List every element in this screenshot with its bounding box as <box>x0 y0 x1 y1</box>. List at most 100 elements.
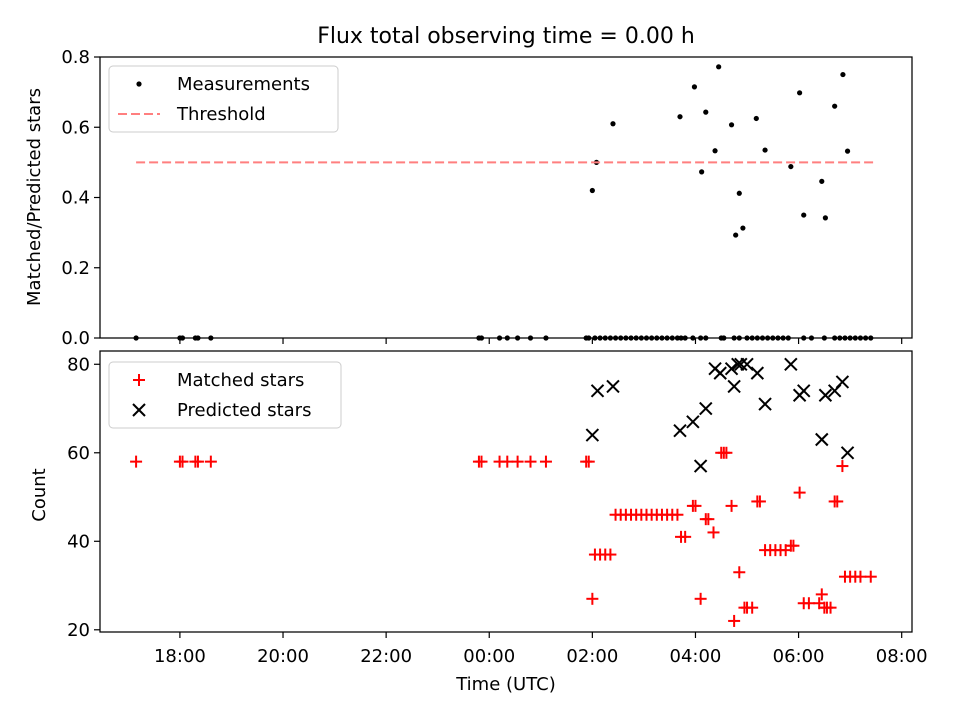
predicted-stars-point <box>713 366 727 380</box>
predicted-stars-point <box>815 432 829 447</box>
predicted-stars-point <box>590 384 605 398</box>
matched-stars-point <box>815 588 828 601</box>
figure-title: Flux total observing time = 0.00 h <box>317 24 695 49</box>
bottom-y-ticks: 20 40 60 80 <box>67 354 100 641</box>
bottom-y-axis-label: Count <box>29 468 50 521</box>
predicted-stars-point <box>693 459 708 473</box>
bottom-legend-box <box>108 361 342 429</box>
measurements-point <box>801 212 807 218</box>
matched-stars-point <box>787 539 800 552</box>
bottom-y-tick-label: 80 <box>67 354 90 375</box>
matched-stars-point <box>679 530 692 543</box>
top-x-ticks <box>179 338 903 344</box>
matched-stars-point <box>511 455 524 468</box>
measurements-point <box>797 90 803 96</box>
predicted-stars-point <box>840 446 855 460</box>
measurements-point <box>691 84 698 90</box>
matched-stars-point <box>793 486 806 499</box>
bottom-y-tick-label: 60 <box>67 443 90 464</box>
predicted-stars-point <box>606 379 620 394</box>
matched-stars-point <box>176 455 189 468</box>
measurements-point <box>716 64 722 70</box>
bottom-y-tick-label: 40 <box>67 531 90 552</box>
matched-stars-point <box>582 455 595 468</box>
matched-stars-point <box>746 601 759 614</box>
legend-threshold-label: Threshold <box>176 104 266 125</box>
matched-stars-point <box>854 570 867 583</box>
x-tick-label: 08:00 <box>876 646 928 667</box>
predicted-stars-point <box>750 366 765 380</box>
matched-stars-point <box>204 455 217 468</box>
measurements-point <box>740 225 746 231</box>
top-y-tick-label: 0.2 <box>61 258 90 279</box>
top-y-ticks: 0.0 0.2 0.4 0.6 0.8 <box>61 47 100 349</box>
predicted-stars-point <box>784 357 798 371</box>
measurements-point <box>589 187 595 194</box>
measurements-point <box>703 109 709 115</box>
x-tick-label: 06:00 <box>773 646 825 667</box>
matched-stars-point <box>689 499 702 512</box>
legend-matched-marker <box>133 374 145 386</box>
measurements-point <box>712 148 718 154</box>
matched-stars-point <box>671 508 684 521</box>
measurements-point <box>844 148 851 154</box>
measurements-point <box>822 215 828 221</box>
matched-stars-point <box>864 570 877 583</box>
matched-stars-point <box>524 455 537 468</box>
top-y-tick-label: 0.8 <box>61 47 90 68</box>
bottom-panel: 20 40 60 80 18:00 20:00 22:00 00:00 02:00 04:00 0… <box>29 350 928 695</box>
x-tick-label: 22:00 <box>360 646 412 667</box>
measurements-point <box>840 71 846 78</box>
predicted-stars-point <box>673 423 687 438</box>
top-y-axis-label: Matched/Predicted stars <box>24 88 45 306</box>
bottom-legend: Matched stars Predicted stars <box>108 361 342 429</box>
legend-measurements-label: Measurements <box>177 74 310 95</box>
measurements-point <box>728 122 735 128</box>
bottom-axes-frame <box>99 350 913 633</box>
matched-stars-point <box>191 455 204 468</box>
predicted-stars-point <box>699 401 713 416</box>
legend-predicted-marker <box>132 403 146 417</box>
top-legend: Measurements Threshold <box>108 65 339 133</box>
measurements-point <box>788 163 794 170</box>
predicted-stars-point <box>740 357 754 371</box>
measurements-point <box>677 114 683 120</box>
x-tick-label: 00:00 <box>463 646 515 667</box>
legend-measurements-marker <box>136 81 142 87</box>
top-y-tick-label: 0.4 <box>61 188 90 209</box>
predicted-stars-point <box>797 384 811 398</box>
bottom-plot-area <box>130 357 877 627</box>
x-tick-label: 18:00 <box>154 646 206 667</box>
matched-stars-point <box>836 460 849 473</box>
measurements-point <box>753 115 759 122</box>
top-y-tick-label: 0.6 <box>61 117 90 138</box>
legend-matched-label: Matched stars <box>177 370 304 391</box>
matched-stars-point <box>707 526 720 539</box>
measurements-point <box>733 232 739 238</box>
matched-stars-point <box>694 592 707 605</box>
matched-stars-point <box>733 566 746 579</box>
top-plot-area <box>133 64 874 341</box>
measurements-point <box>762 147 768 153</box>
predicted-stars-point <box>724 361 739 376</box>
measurements-point <box>736 190 742 196</box>
top-y-tick-label: 0.0 <box>61 328 90 349</box>
matched-stars-point <box>831 495 844 508</box>
legend-predicted-label: Predicted stars <box>177 400 311 421</box>
matched-stars-point <box>720 446 733 459</box>
matched-stars-point <box>475 455 488 468</box>
matched-stars-point <box>725 499 738 512</box>
predicted-stars-point <box>727 379 741 394</box>
predicted-stars-point <box>758 397 772 411</box>
measurements-point <box>699 169 705 175</box>
matched-stars-point <box>728 614 741 627</box>
matched-stars-point <box>586 592 599 605</box>
matched-stars-point <box>824 601 837 614</box>
x-tick-label: 04:00 <box>670 646 722 667</box>
bottom-x-ticks: 18:00 20:00 22:00 00:00 02:00 04:00 06:00 08:00 <box>154 632 928 667</box>
x-tick-label: 20:00 <box>257 646 309 667</box>
matched-stars-point <box>501 455 514 468</box>
predicted-stars-point <box>835 375 850 389</box>
bottom-y-tick-label: 20 <box>67 620 90 641</box>
